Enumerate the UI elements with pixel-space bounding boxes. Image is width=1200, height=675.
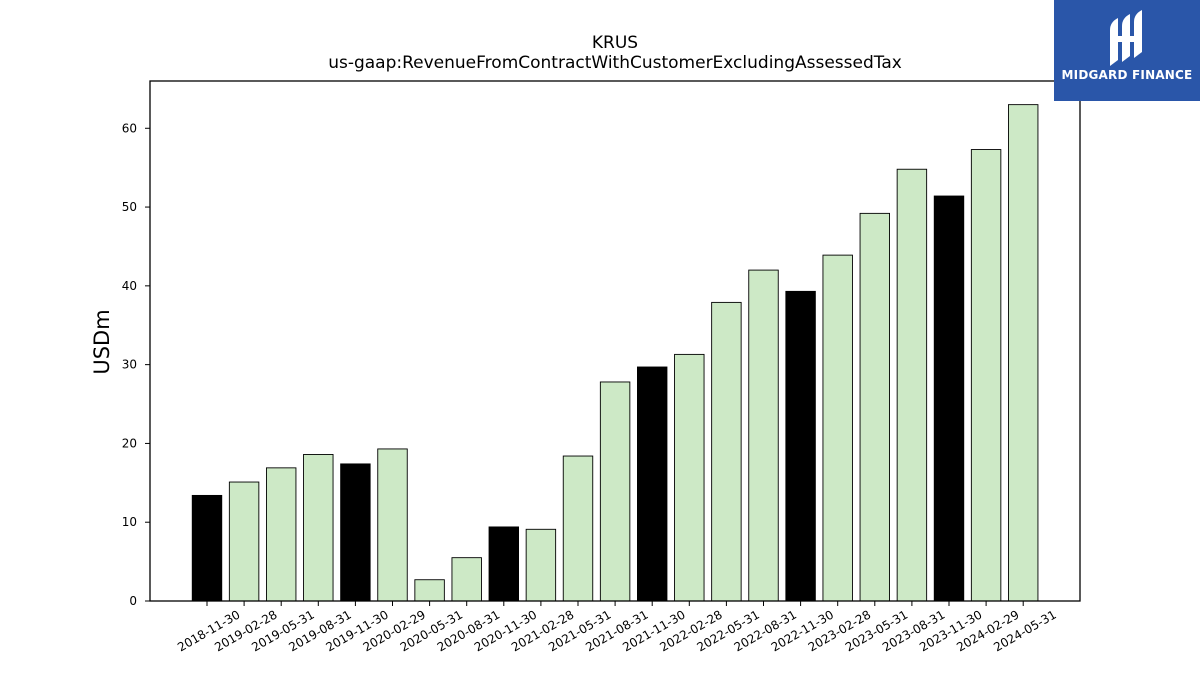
bars-layer	[191, 104, 1039, 602]
bar-2021-02-28	[525, 528, 557, 602]
y-tick-label: 30	[122, 358, 137, 372]
chart-title: KRUS	[592, 33, 638, 53]
bar-2019-11-30	[340, 463, 371, 602]
midgard-logo-mark-icon	[1110, 10, 1142, 66]
y-axis-ticks: 0 10 20 30 40 50 60	[122, 121, 150, 608]
midgard-finance-logo: MIDGARD FINANCE	[1054, 0, 1200, 101]
bar-2019-05-31	[266, 467, 297, 602]
chart-subtitle: us-gaap:RevenueFromContractWithCustomerE…	[328, 53, 902, 73]
bar-2023-11-30	[933, 195, 965, 602]
y-tick-label: 0	[129, 594, 137, 608]
bar-2018-11-30	[191, 494, 223, 602]
bar-2024-05-31	[1008, 104, 1039, 602]
y-tick-label: 40	[122, 279, 137, 293]
y-axis-label: USDm	[90, 309, 114, 374]
bar-2021-11-30	[637, 366, 668, 602]
bar-2021-08-31	[599, 381, 631, 602]
y-tick-label: 10	[122, 515, 137, 529]
y-tick-label: 60	[122, 121, 137, 135]
bar-2022-08-31	[748, 269, 779, 602]
y-tick-label: 50	[122, 200, 137, 214]
bar-2022-11-30	[785, 290, 816, 602]
bar-2020-11-30	[488, 526, 519, 602]
bar-2020-05-31	[414, 579, 445, 602]
bar-2021-05-31	[562, 455, 594, 602]
bar-2023-08-31	[896, 168, 928, 602]
logo-text: MIDGARD FINANCE	[1061, 68, 1193, 82]
bar-2022-05-31	[711, 301, 742, 602]
bar-2019-02-28	[228, 481, 260, 602]
bar-2024-02-29	[970, 149, 1002, 602]
bar-2020-02-29	[377, 448, 408, 602]
bar-2023-05-31	[859, 212, 890, 602]
y-tick-label: 20	[122, 436, 137, 450]
x-axis-ticks: 2018-11-302019-02-282019-05-312019-08-31…	[175, 601, 1059, 654]
bar-2020-08-31	[451, 557, 482, 602]
bar-2023-02-28	[822, 254, 853, 602]
bar-2022-02-28	[674, 353, 705, 602]
plot-frame	[149, 80, 1081, 602]
bar-2019-08-31	[303, 454, 334, 602]
